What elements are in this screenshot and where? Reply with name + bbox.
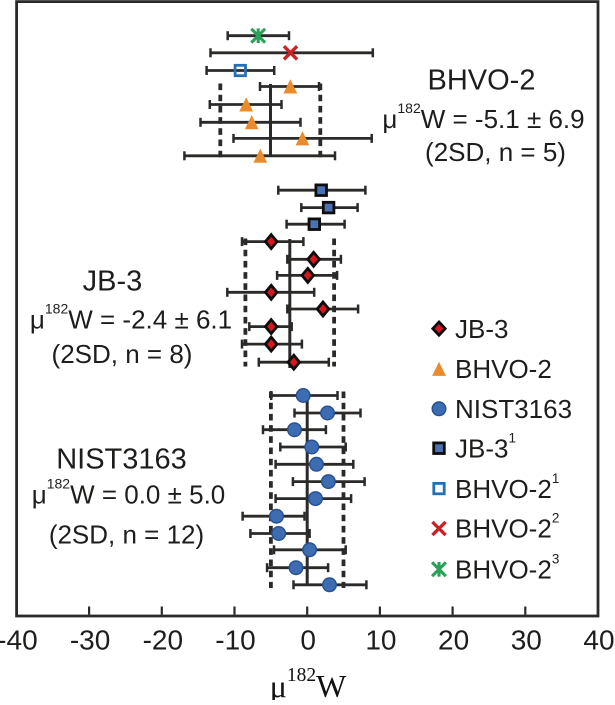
svg-text:-30: -30 [70,625,110,656]
svg-text:10: 10 [365,625,396,656]
svg-text:30: 30 [511,625,542,656]
svg-text:-10: -10 [215,625,255,656]
svg-text:BHVO-23: BHVO-23 [455,552,559,585]
svg-text:BHVO-2: BHVO-2 [428,65,536,97]
svg-text:-40: -40 [0,625,38,656]
svg-text:-20: -20 [143,625,183,656]
svg-text:JB-3: JB-3 [83,266,143,298]
svg-text:μ182W = 0.0 ± 5.0: μ182W = 0.0 ± 5.0 [32,476,226,510]
svg-text:BHVO-22: BHVO-22 [455,511,559,544]
svg-text:(2SD, n = 12): (2SD, n = 12) [49,520,204,550]
svg-text:(2SD, n = 8): (2SD, n = 8) [52,339,193,369]
svg-text:40: 40 [583,625,614,656]
svg-text:0: 0 [300,625,316,656]
svg-text:NIST3163: NIST3163 [455,394,572,424]
svg-text:NIST3163: NIST3163 [56,444,187,476]
svg-text:JB-3: JB-3 [455,314,508,344]
svg-text:JB-31: JB-31 [455,430,516,463]
svg-text:BHVO-21: BHVO-21 [455,471,559,504]
svg-text:BHVO-2: BHVO-2 [455,354,552,384]
svg-text:20: 20 [438,625,469,656]
svg-text:(2SD, n = 5): (2SD, n = 5) [425,137,566,167]
